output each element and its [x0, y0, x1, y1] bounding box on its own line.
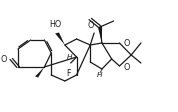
Polygon shape: [55, 33, 65, 46]
Polygon shape: [35, 67, 44, 78]
Text: F: F: [67, 68, 71, 77]
Text: O: O: [124, 62, 130, 71]
Text: O: O: [1, 55, 7, 64]
Text: O: O: [87, 21, 93, 30]
Text: HO: HO: [49, 20, 61, 29]
Text: O: O: [124, 39, 130, 48]
Text: H: H: [67, 54, 72, 59]
Text: H: H: [97, 71, 103, 77]
Polygon shape: [98, 28, 102, 44]
